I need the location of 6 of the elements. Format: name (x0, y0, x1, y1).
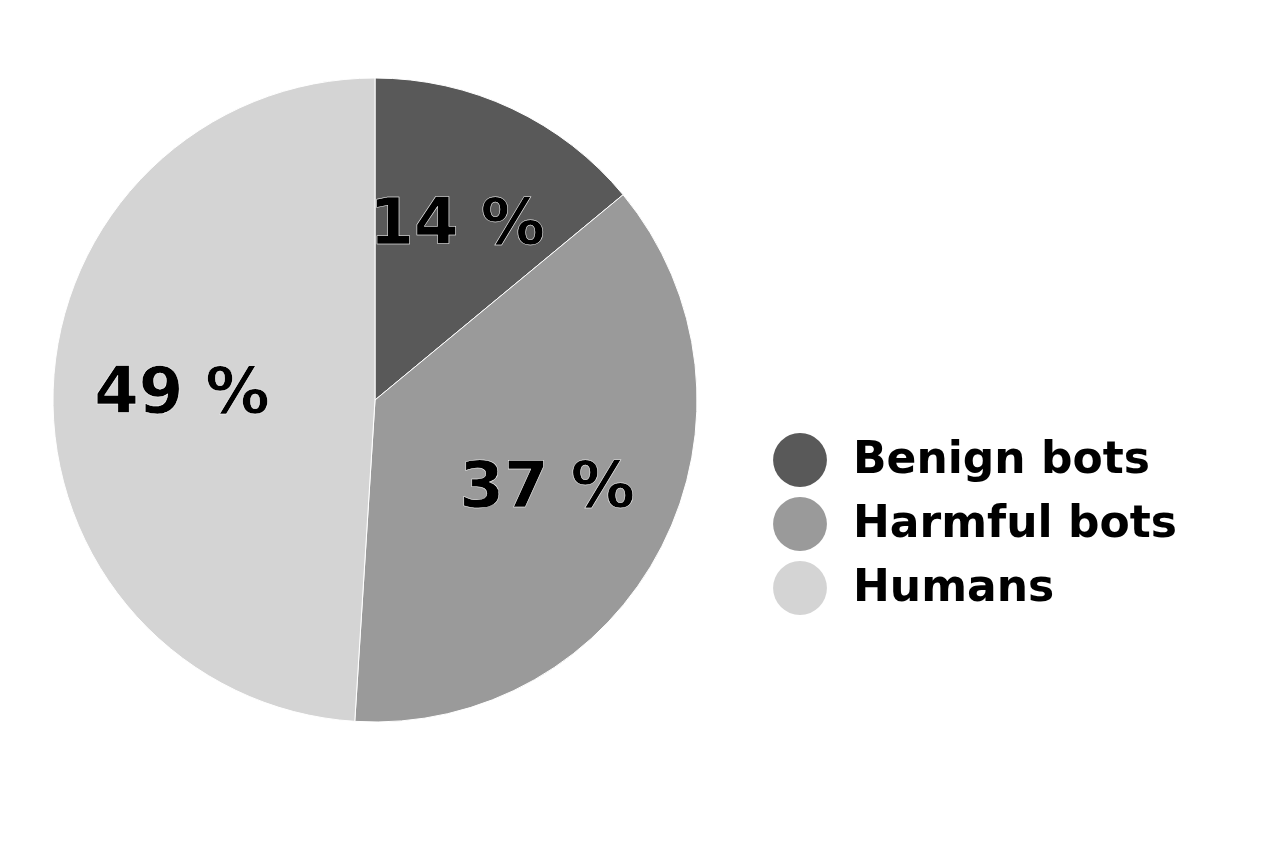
data-label: 49 % (94, 353, 270, 428)
data-label: 14 % (369, 185, 545, 260)
data-label: 37 % (459, 447, 635, 522)
legend-label: Humans (853, 560, 1055, 611)
legend-label: Benign bots (853, 432, 1150, 483)
legend-label: Harmful bots (853, 496, 1177, 547)
